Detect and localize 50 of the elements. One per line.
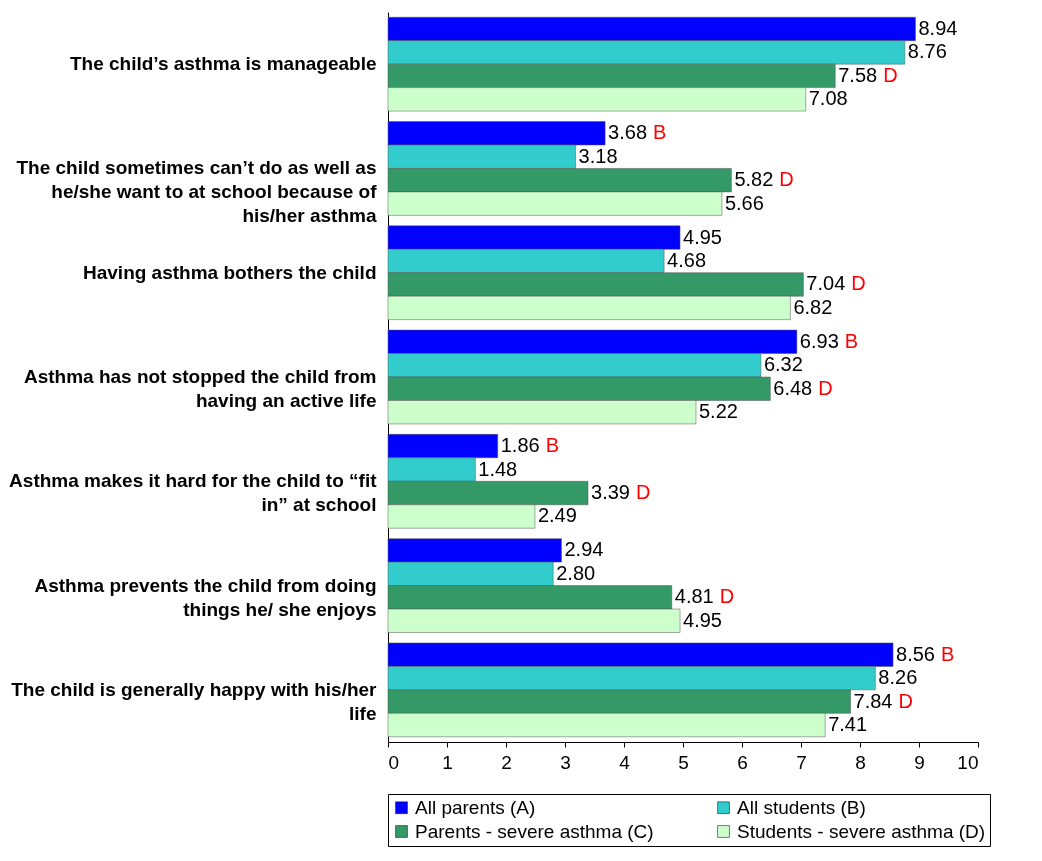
- y-tick-label: Asthma makes it hard for the child to “fit in” at school: [9, 470, 378, 516]
- data-label: 4.95: [683, 608, 722, 631]
- y-tick-label: Asthma has not stopped the child from having an active life: [23, 366, 377, 411]
- data-label: 5.66: [724, 191, 764, 214]
- x-tick-label: 3: [560, 751, 571, 773]
- x-tick-label: 5: [678, 751, 689, 773]
- legend-label: Students - severe asthma (D): [737, 820, 986, 842]
- y-tick-label: The child is generally happy with his/her life: [11, 678, 378, 724]
- text: 8.56 B: [896, 642, 955, 665]
- data-label: 6.82: [793, 295, 833, 318]
- data-label: 1.48: [478, 457, 518, 480]
- legend-label: Parents - severe asthma (C): [415, 820, 654, 842]
- x-tick-label: 8: [855, 751, 866, 773]
- text: 4.81 D: [674, 585, 735, 608]
- x-tick-label: 10: [957, 751, 979, 773]
- data-label: 4.68: [667, 248, 707, 271]
- data-label: 4.95: [683, 225, 722, 248]
- data-label: 8.94: [918, 16, 958, 39]
- text: 5.82 D: [734, 168, 794, 191]
- x-tick-label: 9: [914, 751, 925, 773]
- x-tick-label: 4: [619, 751, 631, 773]
- x-tick-label: 0: [388, 751, 400, 773]
- text: 7.58 D: [838, 63, 898, 86]
- y-tick-label: Having asthma bothers the child: [83, 261, 377, 283]
- data-label: 5.22: [698, 400, 738, 423]
- text: 1.86 B: [500, 434, 560, 457]
- text: 3.68 B: [608, 121, 667, 144]
- text: 7.84 D: [853, 689, 913, 712]
- data-label: 3.18: [578, 144, 618, 167]
- legend-label: All parents (A): [415, 796, 536, 818]
- data-label: 7.08: [808, 87, 848, 110]
- x-tick-label: 6: [737, 751, 748, 773]
- y-tick-label: The child sometimes can’t do as well as he/she want to at school because of his/her asthma: [16, 157, 378, 227]
- data-label: 6.32: [763, 353, 803, 376]
- x-tick-label: 7: [796, 751, 807, 773]
- data-label: 2.49: [537, 504, 577, 527]
- data-label: 8.26: [878, 666, 918, 689]
- x-tick-label: 2: [501, 751, 512, 773]
- legend-label: All students (B): [737, 796, 866, 818]
- y-tick-label: Asthma prevents the child from doing things he/ she enjoys: [34, 574, 377, 620]
- text: 3.39 D: [591, 481, 651, 504]
- text: 6.93 B: [799, 329, 859, 352]
- x-tick-label: 1: [442, 751, 453, 773]
- data-label: 8.76: [907, 40, 947, 63]
- text: 7.04 D: [806, 272, 866, 295]
- data-label: 2.80: [556, 561, 596, 584]
- data-label: 2.94: [564, 538, 604, 561]
- text: 6.48 D: [773, 376, 833, 399]
- y-tick-label: The child’s asthma is manageable: [69, 53, 377, 75]
- data-label: 7.41: [828, 713, 868, 736]
